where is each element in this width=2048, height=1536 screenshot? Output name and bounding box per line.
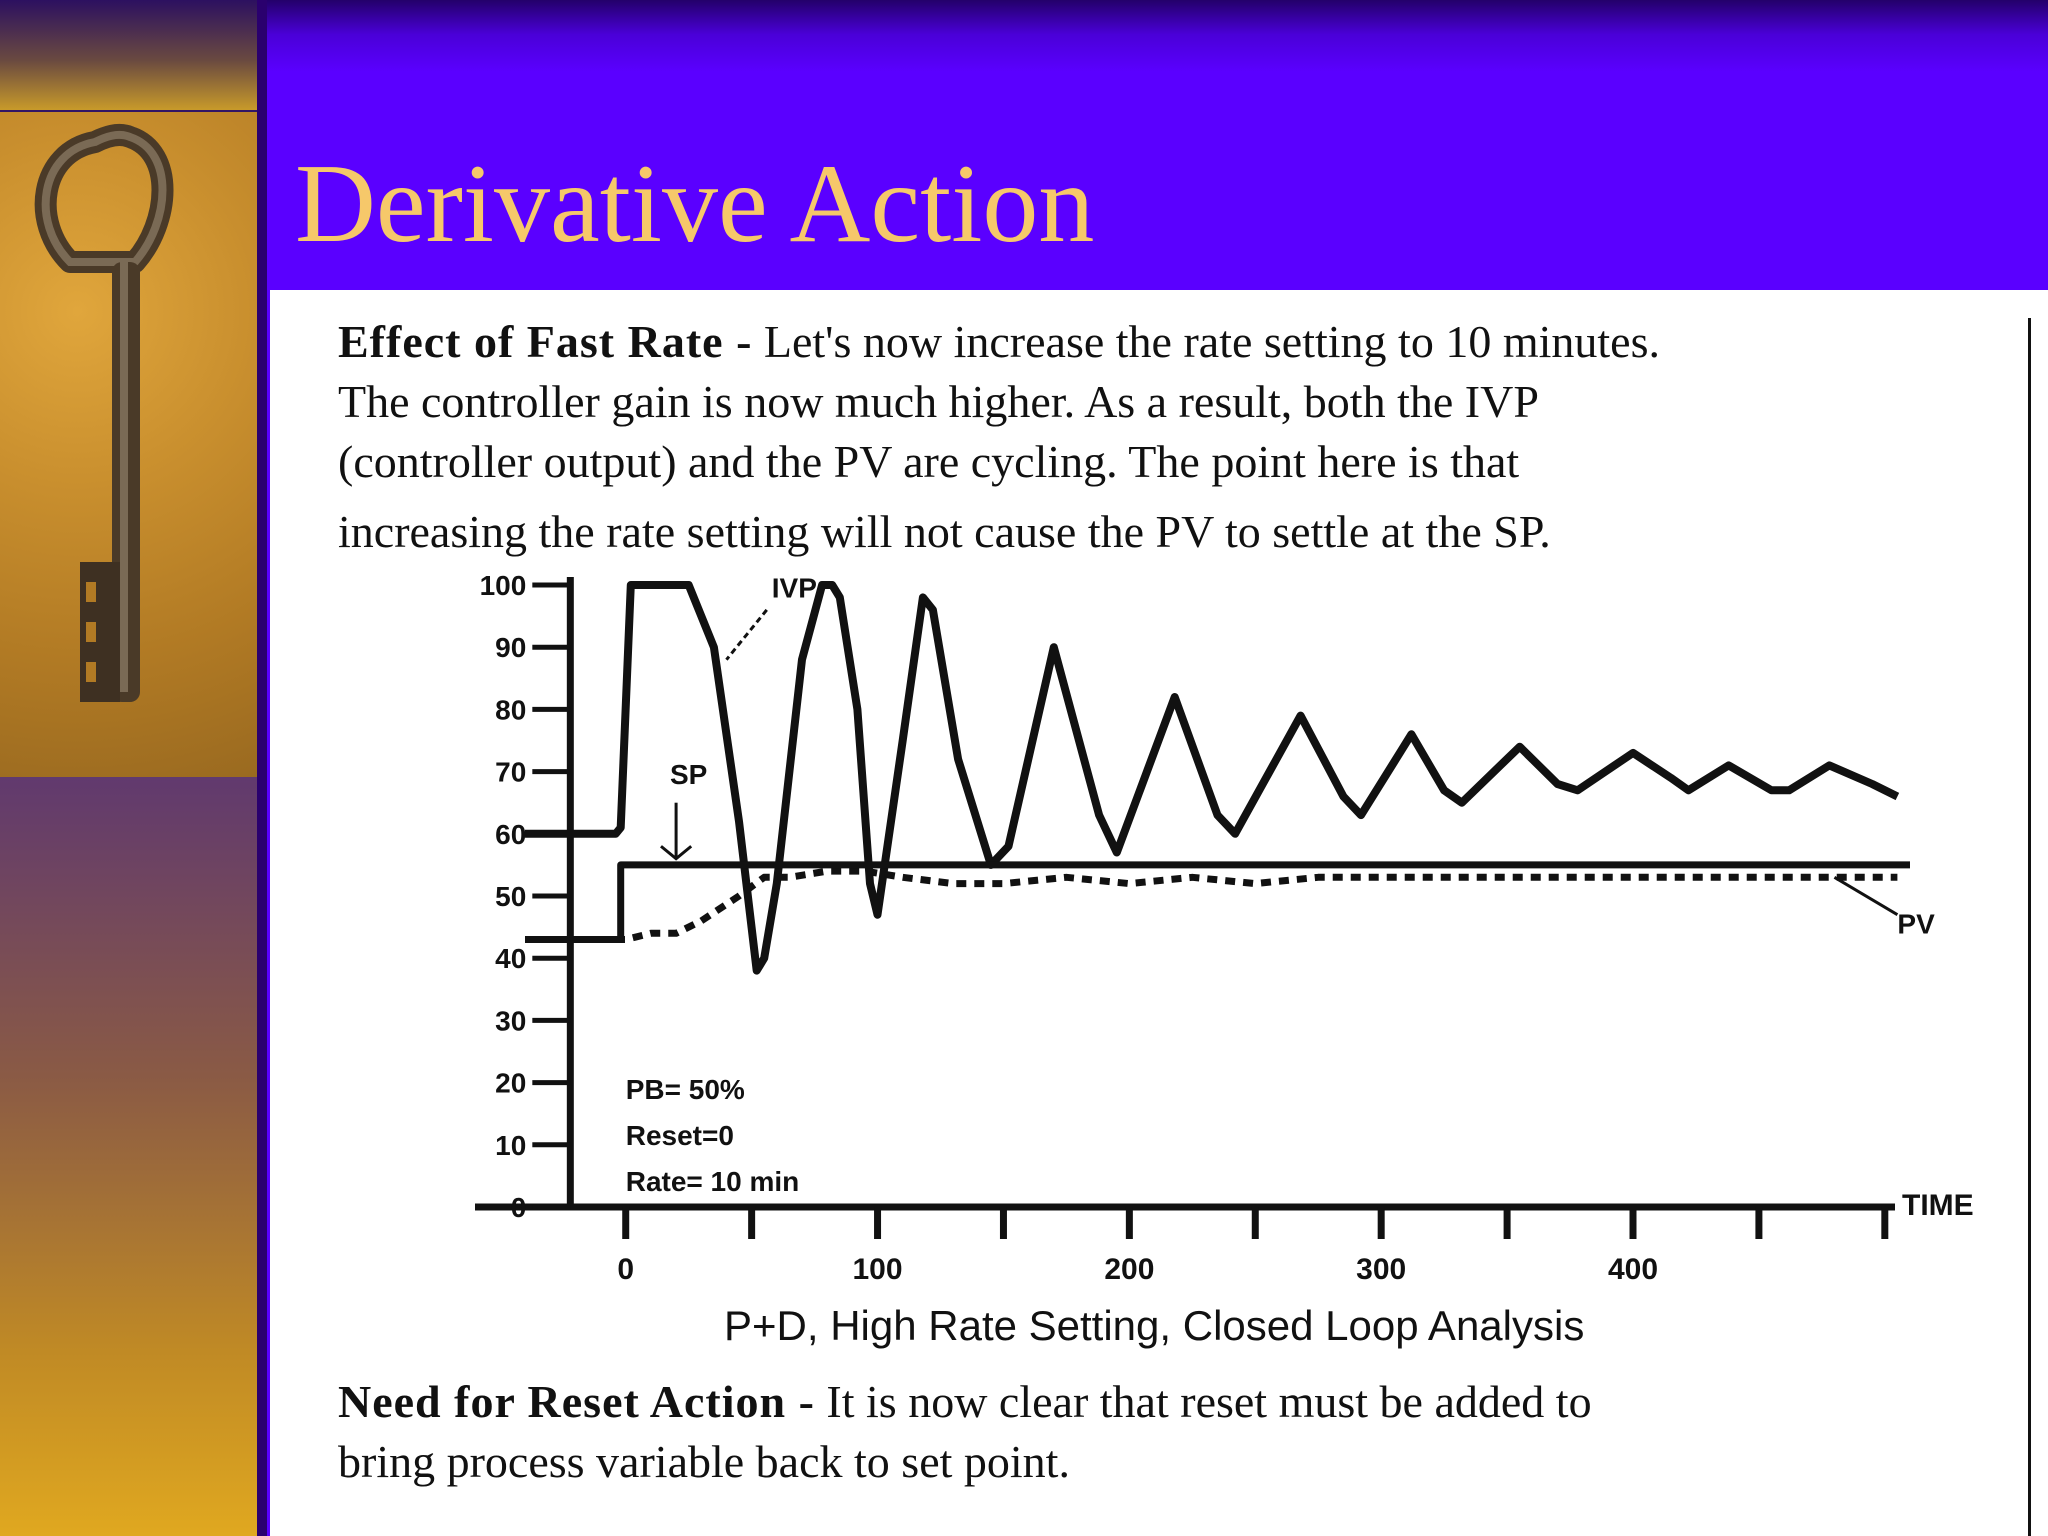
chart-caption: P+D, High Rate Setting, Closed Loop Anal… — [724, 1302, 1585, 1349]
y-tick-label-70: 70 — [495, 757, 526, 788]
ivp-label: IVP — [772, 572, 817, 603]
left-decor-top — [0, 0, 257, 110]
x-tick-label-300: 300 — [1356, 1253, 1406, 1286]
y-tick-label-80: 80 — [495, 694, 526, 725]
outro-paragraph: Need for Reset Action - It is now clear … — [338, 1372, 2028, 1492]
sp-label: SP — [670, 759, 707, 790]
intro-line-3: (controller output) and the PV are cycli… — [338, 436, 1520, 487]
x-tick-label-0: 0 — [617, 1253, 634, 1286]
intro-line-2: The controller gain is now much higher. … — [338, 376, 1539, 427]
y-tick-label-100: 100 — [480, 570, 527, 601]
key-icon — [34, 123, 174, 702]
settings-line-1: PB= 50% — [626, 1074, 745, 1105]
antique-key-image — [0, 112, 257, 777]
y-tick-label-30: 30 — [495, 1005, 526, 1036]
pv-pointer — [1833, 876, 1899, 916]
intro-heading: Effect of Fast Rate - — [338, 316, 753, 367]
outro-text: It is now clear that reset must be added… — [814, 1376, 1592, 1427]
intro-line-4: increasing the rate setting will not cau… — [338, 506, 1551, 557]
y-tick-label-40: 40 — [495, 943, 526, 974]
sp-arrowhead — [660, 845, 693, 861]
content-panel — [270, 290, 2048, 1536]
ivp-pointer — [725, 608, 768, 661]
series-pv-line — [525, 867, 1898, 943]
y-tick-label-90: 90 — [495, 632, 526, 663]
x-tick-label-100: 100 — [853, 1253, 903, 1286]
y-tick-label-20: 20 — [495, 1068, 526, 1099]
settings-line-3: Rate= 10 min — [626, 1166, 800, 1197]
outro-heading: Need for Reset Action - — [338, 1376, 815, 1427]
intro-text: Let's now increase the rate setting to 1… — [752, 316, 1660, 367]
slide-title: Derivative Action — [295, 142, 1095, 266]
right-rule — [2028, 318, 2031, 1536]
y-tick-label-50: 50 — [495, 881, 526, 912]
vertical-divider — [257, 0, 267, 1536]
title-band — [267, 0, 2048, 288]
y-tick-label-0: 0 — [511, 1192, 527, 1223]
series-ivp-line — [525, 581, 1900, 975]
x-tick-label-200: 200 — [1104, 1253, 1154, 1286]
y-tick-label-60: 60 — [495, 819, 526, 850]
settings-line-2: Reset=0 — [626, 1120, 734, 1151]
pv-label: PV — [1897, 908, 1935, 939]
y-tick-label-10: 10 — [495, 1130, 526, 1161]
series-sp-line — [525, 861, 1910, 943]
outro-line-1: Need for Reset Action - It is now clear … — [338, 1372, 2028, 1432]
x-tick-label-400: 400 — [1608, 1253, 1658, 1286]
closed-loop-chart: 0 10 20 30 40 50 60 70 80 90 100 0 100 200 300 400 TIME S… — [475, 570, 1974, 1286]
intro-line-1: Effect of Fast Rate - Let's now increase… — [338, 312, 2028, 372]
outro-line-2: bring process variable back to set point… — [338, 1436, 1070, 1487]
intro-paragraph: Effect of Fast Rate - Let's now increase… — [338, 312, 2028, 562]
x-axis-label: TIME — [1902, 1189, 1974, 1222]
